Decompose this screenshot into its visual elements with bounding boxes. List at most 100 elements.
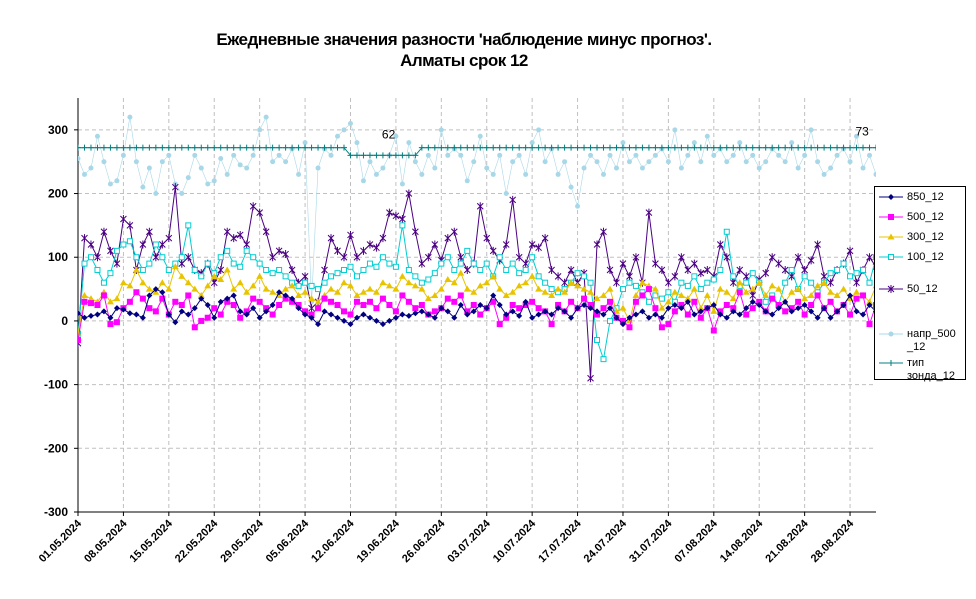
data-point	[457, 292, 464, 299]
data-point	[78, 310, 81, 317]
data-point	[665, 144, 672, 151]
data-point	[704, 305, 711, 312]
data-point	[438, 260, 445, 267]
data-point	[230, 302, 237, 308]
data-point	[178, 308, 185, 315]
data-point	[153, 191, 159, 197]
data-point	[431, 291, 439, 298]
data-point	[126, 298, 133, 305]
data-point	[762, 298, 769, 305]
data-point	[464, 178, 470, 184]
data-point	[347, 120, 353, 126]
data-point	[801, 302, 808, 308]
data-point	[704, 133, 710, 139]
data-point	[204, 314, 211, 321]
data-point	[113, 144, 120, 151]
data-point	[593, 295, 601, 302]
data-point	[119, 279, 127, 286]
data-point	[78, 144, 81, 151]
data-point	[775, 259, 783, 268]
data-point	[691, 144, 698, 151]
data-point	[263, 144, 270, 151]
data-point	[81, 144, 88, 151]
data-point	[828, 165, 834, 171]
data-point	[139, 279, 147, 286]
data-point	[237, 314, 244, 321]
data-point	[386, 260, 393, 267]
data-point	[723, 228, 730, 235]
data-point	[321, 308, 328, 315]
x-tick-label: 24.07.2024	[582, 517, 630, 565]
data-point	[418, 259, 426, 268]
data-point	[509, 302, 516, 308]
data-point	[607, 152, 613, 158]
data-point	[296, 171, 302, 177]
data-point	[736, 144, 743, 151]
data-point	[334, 314, 341, 321]
data-point	[301, 288, 309, 295]
data-point	[775, 305, 782, 312]
data-point	[81, 298, 88, 305]
data-point	[769, 144, 776, 151]
data-point	[230, 285, 238, 292]
data-point	[626, 314, 633, 321]
x-tick-label: 15.05.2024	[128, 517, 176, 565]
data-point	[594, 144, 601, 151]
data-point	[424, 253, 432, 262]
data-point	[172, 319, 179, 326]
data-point	[366, 260, 373, 267]
data-point	[600, 356, 607, 363]
x-tick-label: 28.08.2024	[809, 517, 857, 565]
data-point	[821, 305, 828, 312]
data-point	[600, 227, 607, 236]
data-point	[866, 298, 874, 305]
data-point	[542, 159, 548, 165]
data-point	[645, 298, 652, 305]
data-point	[399, 311, 406, 318]
data-point	[801, 265, 808, 274]
data-point	[418, 279, 425, 286]
data-point	[574, 282, 582, 289]
data-point	[529, 314, 536, 321]
data-point	[158, 279, 166, 286]
data-point	[204, 260, 211, 267]
data-point	[425, 311, 432, 318]
data-point	[860, 311, 867, 318]
data-point	[510, 159, 516, 165]
data-point	[808, 144, 815, 151]
data-point	[270, 159, 276, 165]
data-point	[808, 308, 815, 315]
data-point	[295, 291, 303, 298]
data-point	[795, 298, 802, 305]
data-point	[243, 144, 250, 151]
data-point	[827, 278, 834, 287]
data-point	[231, 152, 237, 158]
data-point	[477, 302, 484, 308]
data-point	[256, 144, 263, 151]
data-point	[606, 265, 614, 274]
data-point	[282, 285, 290, 292]
data-point	[444, 254, 451, 261]
data-point	[697, 308, 704, 315]
data-point	[762, 308, 769, 315]
data-point	[477, 311, 484, 318]
data-point	[80, 291, 88, 298]
data-point	[516, 152, 522, 158]
data-point	[678, 302, 685, 308]
data-point	[561, 278, 568, 287]
data-point	[405, 312, 412, 319]
data-point	[736, 279, 744, 286]
legend-item: 100_12	[875, 250, 967, 266]
data-point	[555, 305, 562, 312]
data-point	[509, 195, 517, 204]
data-point	[152, 286, 159, 293]
data-point	[789, 140, 795, 146]
data-point	[814, 314, 821, 321]
data-point	[341, 317, 347, 324]
data-point	[288, 265, 296, 274]
data-point	[315, 286, 322, 293]
data-point	[334, 288, 342, 295]
data-point	[685, 152, 691, 158]
data-point	[133, 144, 140, 151]
data-point	[282, 273, 289, 280]
